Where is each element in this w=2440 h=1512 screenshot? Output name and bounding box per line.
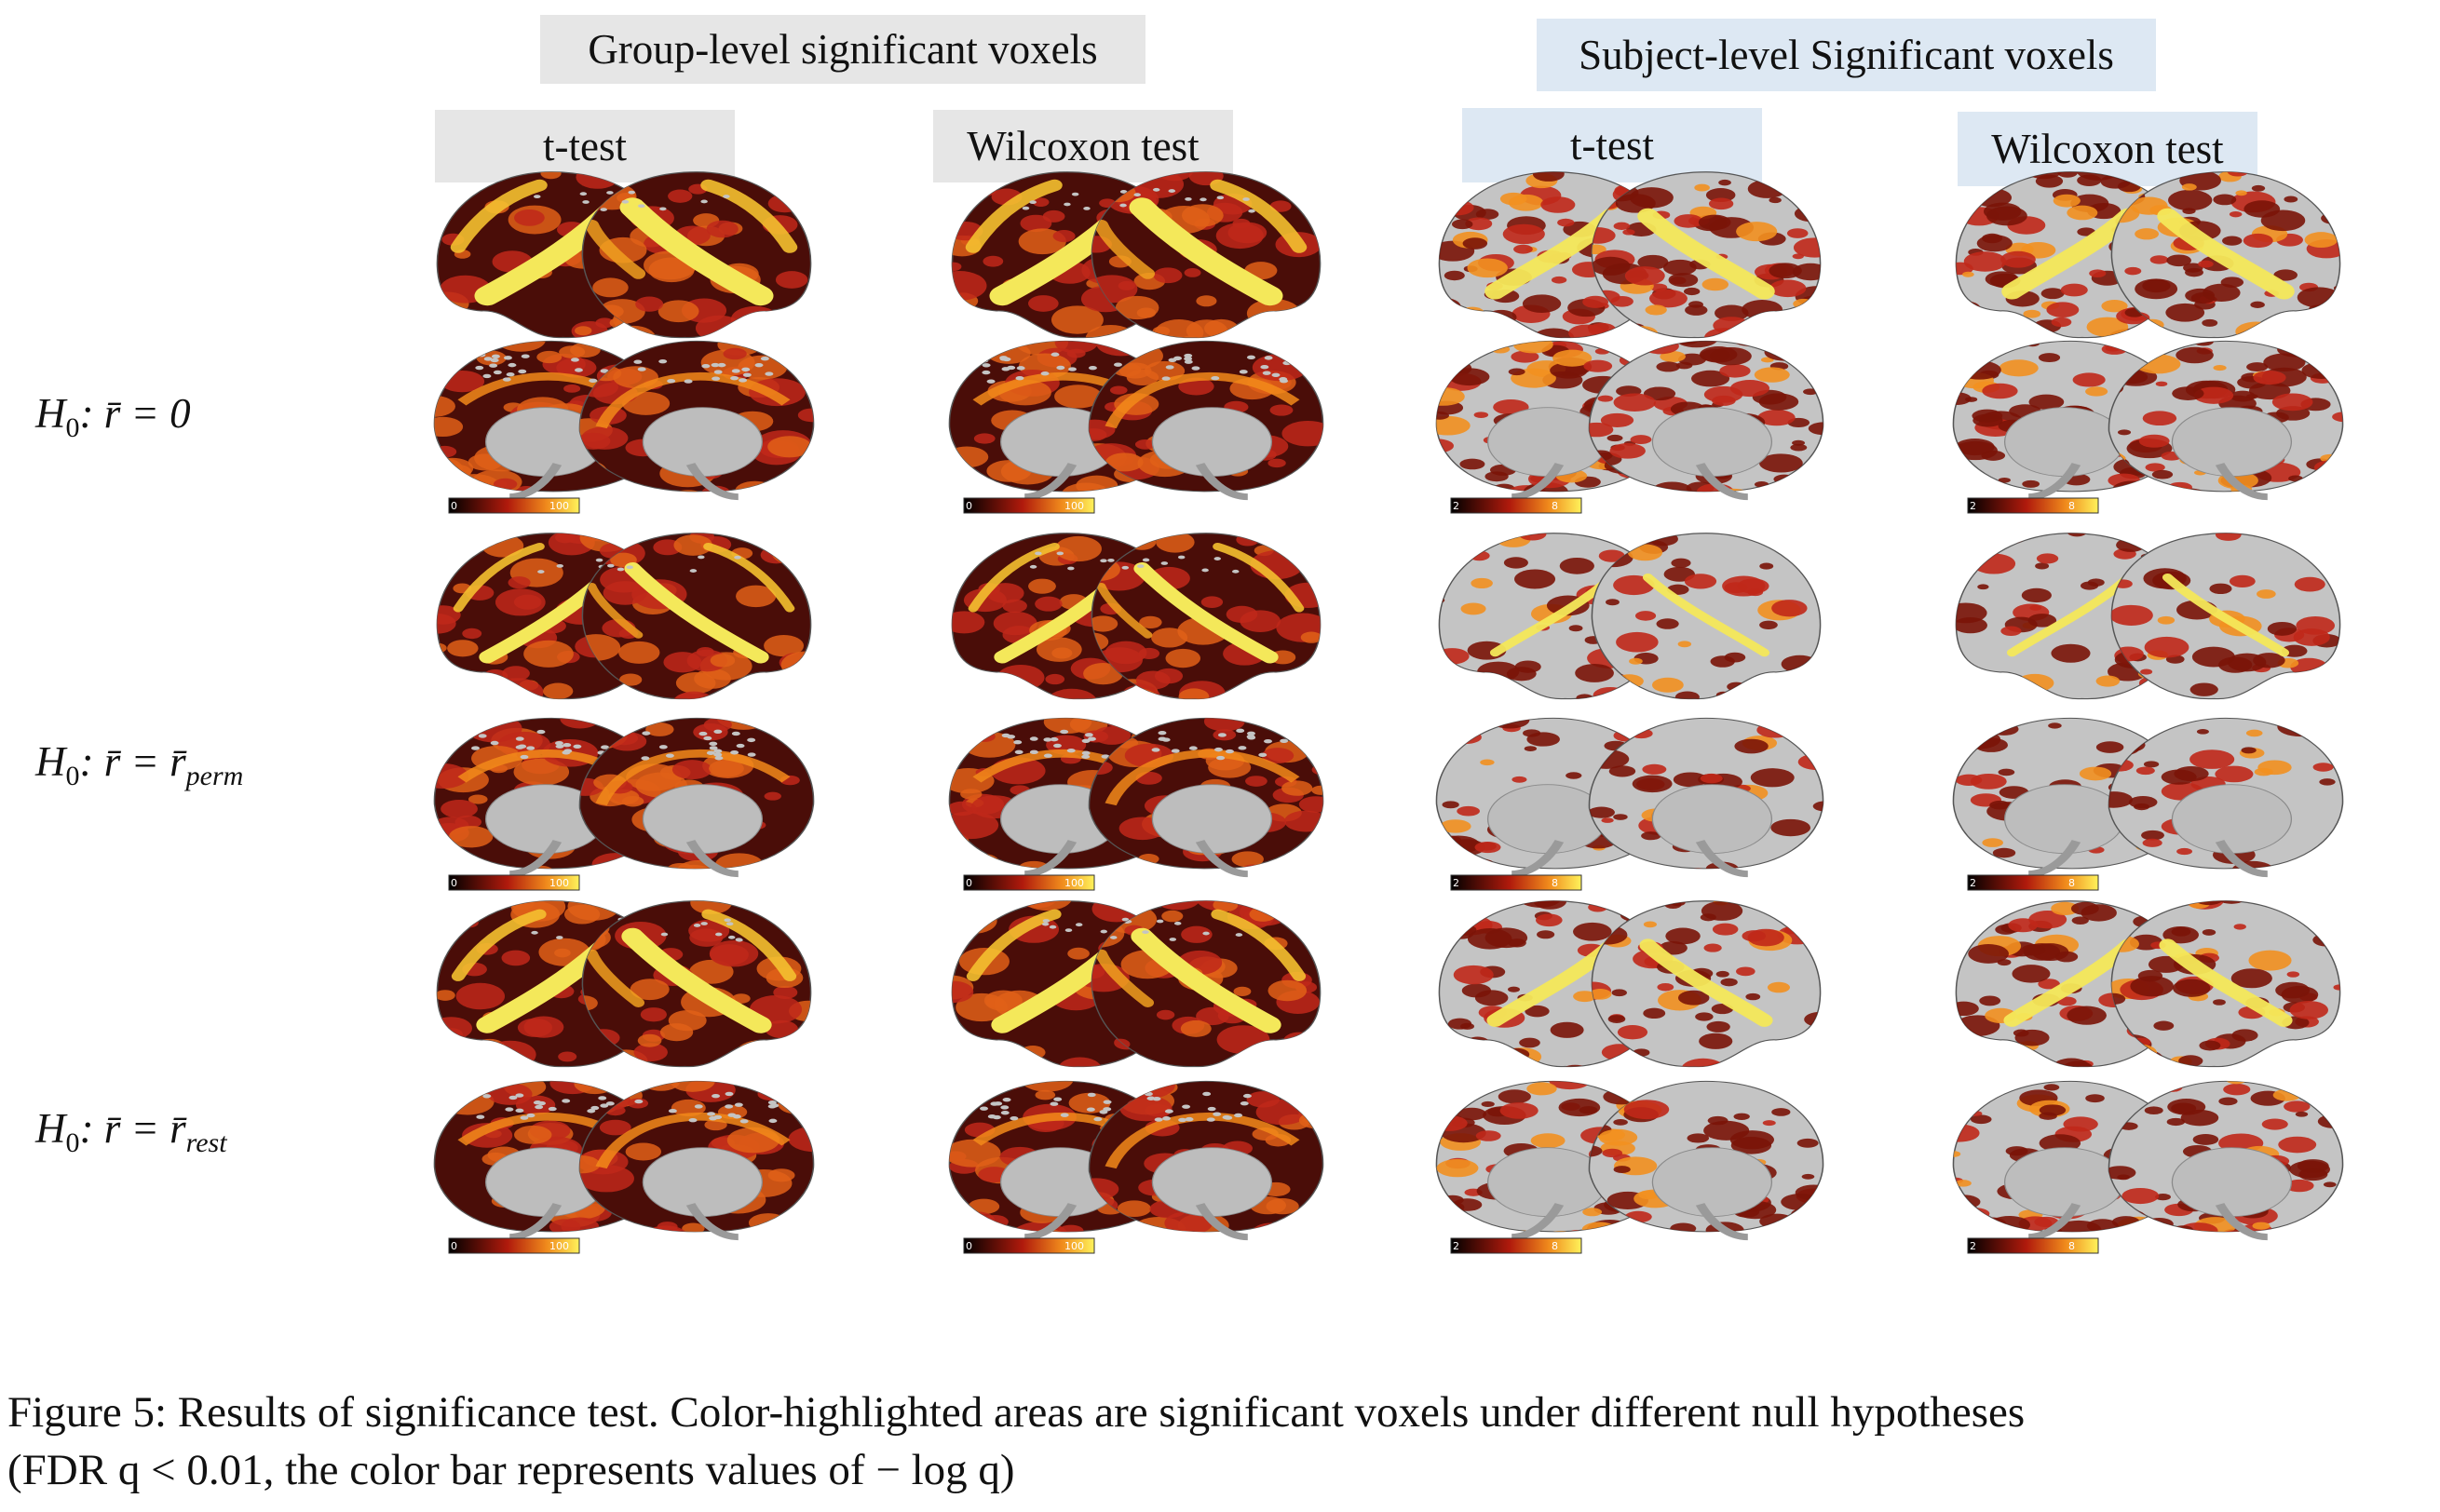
colorbar: 0 100: [448, 874, 580, 891]
colorbar-min-label: 2: [1970, 877, 1976, 889]
brain-surface: [1591, 533, 1822, 699]
colorbar-min-label: 2: [1453, 500, 1459, 512]
colorbar-min-label: 0: [451, 877, 457, 889]
colorbar-max-label: 100: [549, 877, 569, 889]
colorbar-min-label: 2: [1970, 500, 1976, 512]
colorbar-min-label: 0: [966, 877, 972, 889]
colorbar-min-label: 0: [966, 500, 972, 512]
colorbar-min-label: 0: [966, 1240, 972, 1252]
figure-caption: Figure 5: Results of significance test. …: [7, 1384, 2429, 1499]
colorbar-max-label: 8: [1552, 877, 1558, 889]
colorbar-max-label: 8: [2068, 1240, 2075, 1252]
brain-surface: [578, 340, 815, 501]
hypothesis-label-zero: H0: r̄ = 0: [35, 390, 191, 443]
hypothesis-label-rest: H0: r̄ = r̄rest: [35, 1105, 227, 1158]
colorbar: 0 100: [963, 1237, 1095, 1254]
colorbar-max-label: 100: [549, 1240, 569, 1252]
subject-level-header: Subject-level Significant voxels: [1537, 19, 2156, 91]
group-level-header: Group-level significant voxels: [540, 15, 1145, 84]
colorbar: 0 100: [448, 1237, 580, 1254]
colorbar-max-label: 8: [1552, 1240, 1558, 1252]
colorbar: 0 100: [963, 874, 1095, 891]
group-wilcoxon-header: Wilcoxon test: [933, 110, 1233, 182]
brain-surface: [2110, 533, 2341, 699]
brain-surface: [1952, 340, 2189, 501]
colorbar-min-label: 2: [1453, 877, 1459, 889]
colorbar-max-label: 100: [1064, 1240, 1084, 1252]
colorbar: 0 100: [963, 497, 1095, 514]
group-ttest-header: t-test: [435, 110, 735, 182]
colorbar-max-label: 100: [549, 500, 569, 512]
hypothesis-label-perm: H0: r̄ = r̄perm: [35, 738, 244, 791]
colorbar-max-label: 100: [1064, 500, 1084, 512]
colorbar-max-label: 8: [2068, 500, 2075, 512]
colorbar-max-label: 100: [1064, 877, 1084, 889]
brain-surface: [1088, 340, 1324, 501]
colorbar-max-label: 8: [1552, 500, 1558, 512]
colorbar-min-label: 0: [451, 500, 457, 512]
colorbar-min-label: 2: [1970, 1240, 1976, 1252]
brain-surface: [1588, 1080, 1824, 1241]
colorbar: 0 100: [448, 497, 580, 514]
brain-maps-figure: 0 100 0 100 2 8 2 80 100 0 100 2 8 2 80 100 0 100 2 8 2 8: [433, 171, 2344, 1254]
colorbar-min-label: 0: [451, 1240, 457, 1252]
brain-surface: [1591, 171, 1822, 338]
colorbar-min-label: 2: [1453, 1240, 1459, 1252]
subject-ttest-header: t-test: [1462, 108, 1762, 182]
caption-line-1: Figure 5: Results of significance test. …: [7, 1388, 2026, 1437]
colorbar-max-label: 8: [2068, 877, 2075, 889]
brain-surface: [1588, 717, 1824, 878]
brain-surface: [2110, 900, 2341, 1067]
caption-line-2: (FDR q < 0.01, the color bar represents …: [7, 1446, 1015, 1494]
